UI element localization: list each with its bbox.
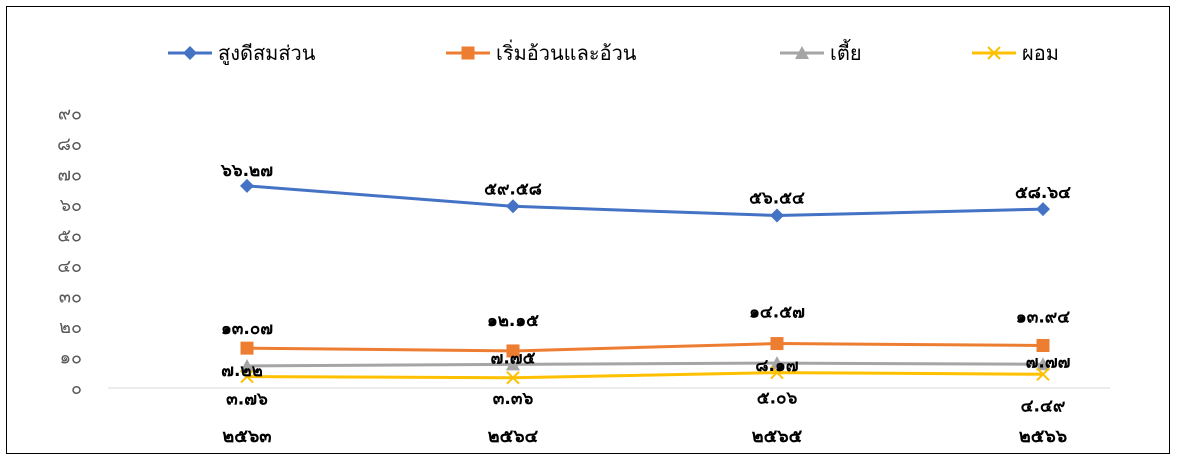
marker-diamond — [240, 178, 254, 193]
marker-x — [770, 365, 784, 380]
y-tick-label: ๔๐ — [57, 256, 82, 277]
marker-square — [506, 344, 520, 358]
series-line-2 — [245, 342, 1045, 353]
data-label: ๑๒.๑๕ — [487, 311, 539, 331]
y-tick-label: ๘๐ — [57, 134, 82, 155]
data-label: ๑๓.๐๗ — [221, 319, 273, 339]
legend-item-4: ผอม — [972, 41, 1059, 65]
legend-label: สูงดีสมส่วน — [218, 41, 316, 66]
marker-x-stroke — [240, 369, 254, 384]
marker-diamond — [183, 46, 197, 60]
marker-x-stroke — [1036, 367, 1050, 382]
legend-item-1: สูงดีสมส่วน — [168, 41, 316, 66]
x-tick-label: ๒๕๖๖ — [1019, 426, 1067, 447]
marker-triangle — [795, 46, 809, 59]
marker-x-stroke — [770, 365, 784, 380]
marker-x-stroke — [987, 46, 1001, 60]
y-tick-label: ๐ — [71, 378, 82, 399]
x-tick-label: ๒๕๖๕ — [752, 426, 803, 447]
data-label: ๕๘.๖๔ — [1015, 183, 1071, 203]
data-label: ๕.๐๖ — [757, 389, 798, 409]
marker-triangle — [770, 356, 784, 370]
marker-triangle — [506, 357, 520, 371]
marker-triangle — [240, 358, 254, 372]
y-tick-label: ๗๐ — [57, 165, 82, 186]
marker-square — [240, 341, 254, 355]
x-tick-label: ๒๕๖๓ — [222, 426, 271, 447]
marker-square — [1036, 338, 1050, 352]
data-label: ๕๖.๕๔ — [749, 189, 805, 209]
y-tick-label: ๙๐ — [58, 104, 82, 125]
y-tick-label: ๖๐ — [60, 195, 82, 216]
data-label: ๗.๗๗ — [1026, 352, 1071, 372]
data-label: ๔.๔๙ — [1021, 396, 1066, 416]
marker-square — [770, 337, 784, 351]
y-tick-label: ๑๐ — [60, 348, 82, 369]
data-label: ๑๓.๙๔ — [1016, 307, 1070, 327]
legend-item-2: เริ่มอ้วนและอ้วน — [446, 39, 637, 65]
data-label: ๘.๑๗ — [755, 356, 798, 376]
y-tick-label: ๓๐ — [59, 287, 82, 308]
marker-diamond — [506, 199, 520, 214]
series-line-3 — [245, 361, 1045, 368]
chart-legend: สูงดีสมส่วน เริ่มอ้วนและอ้วน เตี้ย ผอม — [168, 39, 1059, 66]
y-tick-label: ๒๐ — [59, 317, 82, 338]
marker-x — [987, 46, 1001, 60]
legend-label: เริ่มอ้วนและอ้วน — [496, 39, 637, 65]
series-line-4 — [245, 371, 1045, 380]
legend-label: ผอม — [1022, 41, 1059, 65]
data-label: ๕๙.๕๘ — [484, 179, 542, 199]
y-tick-label: ๕๐ — [57, 226, 82, 247]
marker-diamond — [770, 208, 784, 223]
series-line-1 — [245, 184, 1045, 218]
legend-item-3: เตี้ย — [780, 39, 862, 65]
marker-x — [240, 369, 254, 384]
data-label: ๑๔.๕๗ — [749, 303, 805, 323]
data-label: ๓.๓๖ — [493, 389, 534, 409]
x-axis: ๒๕๖๓ ๒๕๖๔ ๒๕๖๕ ๒๕๖๖ — [108, 387, 1110, 447]
marker-x — [506, 371, 520, 385]
chart-frame — [6, 6, 1170, 454]
y-axis: ๐ ๑๐ ๒๐ ๓๐ ๔๐ ๕๐ ๖๐ ๗๐ ๘๐ ๙๐ — [57, 104, 82, 400]
legend-label: เตี้ย — [830, 39, 862, 65]
marker-square — [461, 46, 475, 60]
data-labels: ๖๖.๒๗๕๙.๕๘๕๖.๕๔ ๕๘.๖๔๑๓.๐๗ ๑๒.๑๕ ๑๔.๕๗ ๑๓.๙๔… — [220, 161, 1071, 416]
data-label: ๗.๒๒ — [221, 361, 263, 381]
marker-triangle — [1036, 357, 1050, 371]
data-label: ๓.๗๖ — [226, 390, 268, 410]
x-tick-label: ๒๕๖๔ — [488, 426, 539, 447]
marker-x-stroke — [506, 371, 520, 385]
marker-x — [1036, 367, 1050, 382]
marker-diamond — [1036, 202, 1050, 217]
data-label: ๖๖.๒๗ — [220, 161, 273, 181]
series-lines — [240, 178, 1050, 385]
data-label: ๗.๗๕ — [491, 348, 536, 368]
